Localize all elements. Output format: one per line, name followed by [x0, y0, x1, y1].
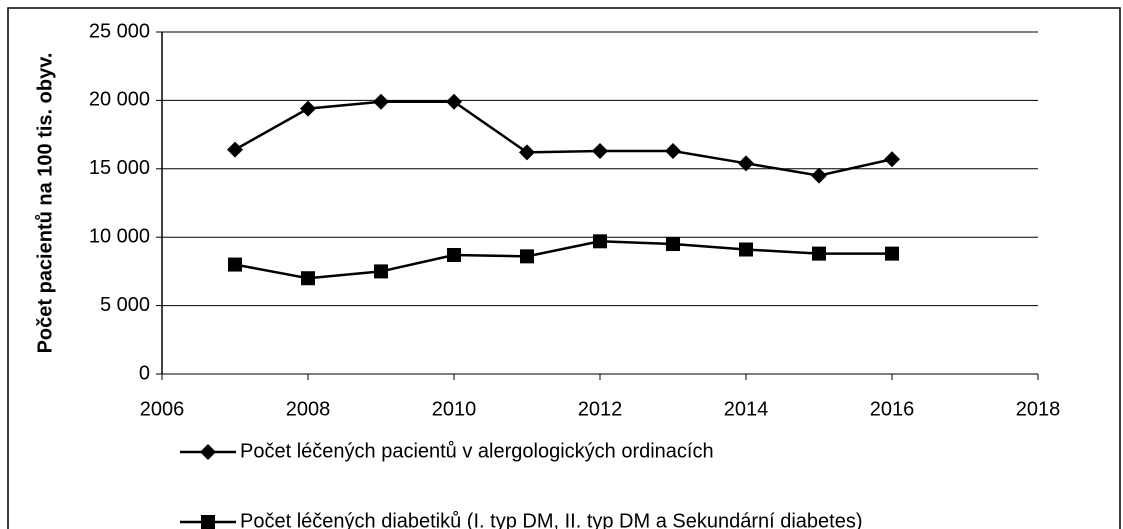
- x-tick-label: 2012: [578, 398, 623, 420]
- marker: [812, 246, 826, 261]
- marker: [519, 144, 535, 161]
- x-tick-label: 2018: [1016, 398, 1061, 420]
- x-tick-label: 2016: [870, 398, 915, 420]
- marker: [666, 237, 680, 252]
- series-line: [234, 100, 893, 177]
- y-tick-label: 25 000: [89, 20, 150, 42]
- marker: [811, 167, 827, 184]
- y-tick-label: 15 000: [89, 157, 150, 179]
- chart-frame: [7, 7, 1121, 529]
- marker: [301, 271, 315, 286]
- marker: [373, 93, 389, 110]
- legend-label: Počet léčených pacientů v alergologickýc…: [240, 440, 714, 462]
- marker: [593, 234, 607, 249]
- x-tick-label: 2008: [286, 398, 331, 420]
- marker: [520, 249, 534, 264]
- y-tick-label: 10 000: [89, 225, 150, 247]
- marker: [228, 257, 242, 272]
- marker: [446, 93, 462, 110]
- y-tick-label: 5 000: [100, 294, 150, 316]
- marker: [447, 247, 461, 262]
- y-axis-label: Počet pacientů na 100 tis. obyv.: [34, 53, 56, 354]
- y-tick-label: 0: [139, 362, 150, 384]
- y-tick-label: 20 000: [89, 89, 150, 111]
- series-line: [234, 240, 892, 280]
- marker: [739, 242, 753, 257]
- marker: [885, 246, 899, 261]
- marker: [665, 143, 681, 160]
- x-tick-label: 2006: [140, 398, 185, 420]
- x-tick-label: 2010: [432, 398, 477, 420]
- marker: [884, 151, 900, 168]
- legend-marker: [201, 515, 215, 529]
- x-tick-label: 2014: [724, 398, 769, 420]
- marker: [227, 141, 243, 158]
- marker: [374, 264, 388, 279]
- legend-label: Počet léčených diabetiků (I. typ DM, II.…: [240, 510, 863, 529]
- marker: [738, 155, 754, 172]
- marker: [592, 143, 608, 160]
- marker: [300, 100, 316, 117]
- legend-marker: [200, 444, 216, 460]
